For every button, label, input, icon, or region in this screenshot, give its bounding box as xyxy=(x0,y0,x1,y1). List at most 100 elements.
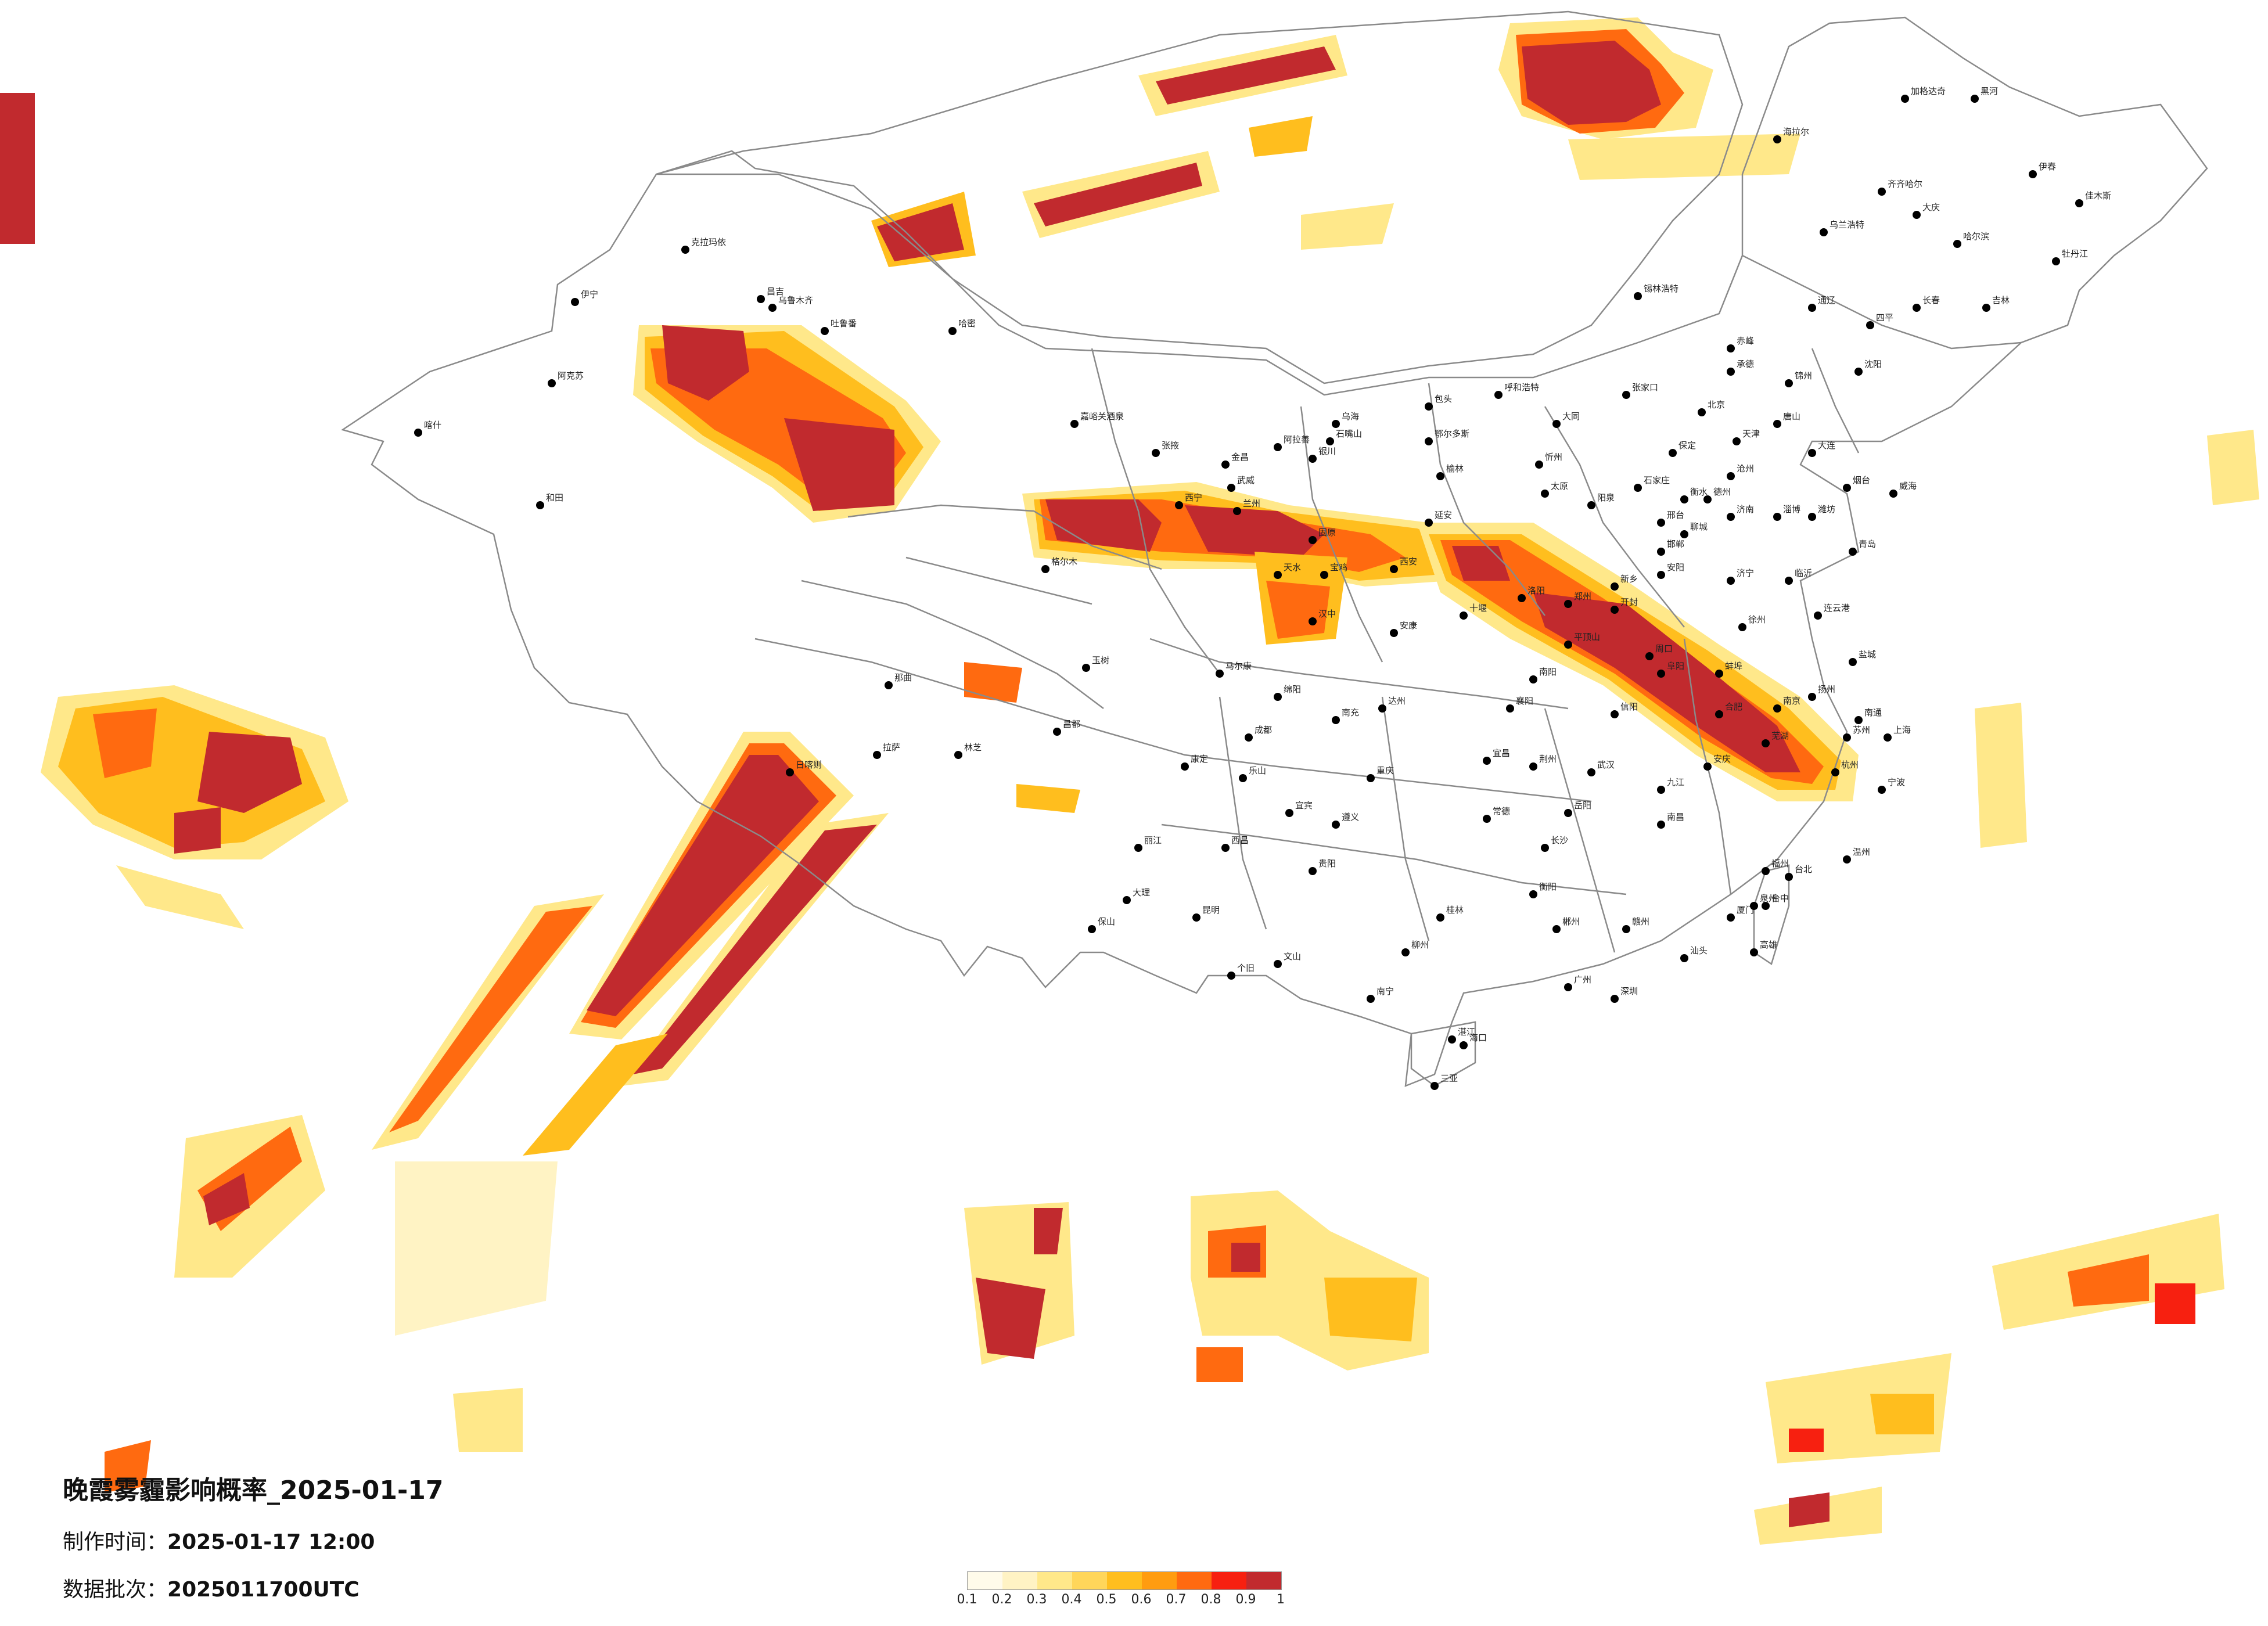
city-label: 嘉峪关酒泉 xyxy=(1080,411,1124,422)
city-label: 西安 xyxy=(1400,556,1417,567)
city-label: 常德 xyxy=(1493,806,1510,816)
city-label: 北京 xyxy=(1708,400,1725,410)
city-label: 绵阳 xyxy=(1284,684,1301,695)
city-label: 泉州 xyxy=(1760,893,1777,904)
city-label: 太原 xyxy=(1551,481,1568,491)
probability-field xyxy=(0,17,2259,1545)
city-dot xyxy=(1785,379,1793,387)
city-label: 西宁 xyxy=(1185,492,1202,503)
city-dot xyxy=(1878,188,1886,196)
city-label: 宜宾 xyxy=(1295,800,1313,811)
production-time: 制作时间：2025-01-17 12:00 xyxy=(63,1525,443,1555)
city-dot xyxy=(1622,925,1630,933)
legend-swatch xyxy=(1246,1572,1281,1589)
city-dot xyxy=(1738,623,1746,631)
city-label: 和田 xyxy=(546,492,563,503)
city-dot xyxy=(1529,890,1537,898)
city-dot xyxy=(1808,513,1816,521)
city-label: 合肥 xyxy=(1725,702,1742,712)
title-block: 晚霞雾霾影响概率_2025-01-17 制作时间：2025-01-17 12:0… xyxy=(63,1469,443,1620)
city-label: 马尔康 xyxy=(1225,661,1252,671)
city-label: 通辽 xyxy=(1818,295,1835,305)
city-dot xyxy=(1808,693,1816,701)
city-dot xyxy=(1913,211,1921,219)
city-label: 承德 xyxy=(1737,359,1754,369)
legend-swatch xyxy=(968,1572,1002,1589)
production-time-value: 2025-01-17 12:00 xyxy=(167,1530,375,1554)
city-label: 上海 xyxy=(1893,725,1911,735)
city-dot xyxy=(1971,95,1979,103)
data-batch: 数据批次：2025011700UTC xyxy=(63,1573,443,1603)
city-label: 洛阳 xyxy=(1527,585,1545,596)
city-dot xyxy=(1192,913,1201,922)
city-dot xyxy=(1814,611,1822,620)
city-label: 大理 xyxy=(1133,887,1150,898)
city-label: 海口 xyxy=(1469,1033,1487,1043)
city-dot xyxy=(1820,228,1828,236)
city-label: 连云港 xyxy=(1824,603,1850,613)
city-label: 南宁 xyxy=(1376,986,1394,997)
city-dot xyxy=(1587,501,1595,509)
city-dot xyxy=(1634,484,1642,492)
city-dot xyxy=(1175,501,1183,509)
city-dot xyxy=(873,751,881,759)
city-dot xyxy=(1680,495,1688,503)
city-dot xyxy=(1843,733,1851,742)
city-label: 乐山 xyxy=(1249,765,1266,776)
city-dot xyxy=(1529,675,1537,684)
city-dot xyxy=(1088,925,1096,933)
city-dot xyxy=(1274,443,1282,451)
city-label: 唐山 xyxy=(1783,411,1800,422)
city-label: 克拉玛依 xyxy=(691,237,726,247)
city-dot xyxy=(1808,449,1816,457)
city-label: 长沙 xyxy=(1551,835,1568,846)
city-dot xyxy=(1634,292,1642,300)
city-dot xyxy=(1715,710,1723,718)
city-label: 乌鲁木齐 xyxy=(778,295,813,305)
city-label: 昌都 xyxy=(1063,719,1080,729)
city-dot xyxy=(1425,437,1433,445)
city-dot xyxy=(1436,913,1444,922)
city-dot xyxy=(1773,513,1781,521)
city-dot xyxy=(1657,670,1665,678)
city-dot xyxy=(1285,809,1293,817)
city-label: 三亚 xyxy=(1440,1073,1458,1084)
city-dot xyxy=(2075,199,2083,207)
city-dot xyxy=(1181,762,1189,771)
city-label: 格尔木 xyxy=(1051,556,1077,567)
city-dot xyxy=(1309,536,1317,544)
city-dot xyxy=(1518,594,1526,602)
city-dot xyxy=(414,429,422,437)
city-dot xyxy=(1309,617,1317,625)
city-dot xyxy=(1134,844,1142,852)
city-dot xyxy=(1123,896,1131,904)
legend-swatch xyxy=(1072,1572,1107,1589)
city-label: 阜阳 xyxy=(1667,661,1684,671)
city-dot xyxy=(1245,733,1253,742)
city-dot xyxy=(1657,821,1665,829)
city-label: 哈尔滨 xyxy=(1963,231,1989,242)
city-label: 苏州 xyxy=(1853,725,1870,735)
legend-tick-label: 0.4 xyxy=(1061,1592,1082,1607)
city-label: 邯郸 xyxy=(1667,539,1684,549)
city-label: 台北 xyxy=(1795,864,1812,875)
city-label: 深圳 xyxy=(1620,986,1638,997)
city-dot xyxy=(1762,902,1770,910)
city-dot xyxy=(1483,757,1491,765)
city-label: 威海 xyxy=(1899,481,1917,491)
city-label: 乌海 xyxy=(1342,411,1359,422)
city-label: 衡阳 xyxy=(1539,882,1557,892)
city-label: 遵义 xyxy=(1342,812,1359,822)
city-dot xyxy=(548,379,556,387)
city-dot xyxy=(1703,495,1712,503)
city-label: 那曲 xyxy=(894,672,912,683)
city-label: 天津 xyxy=(1742,429,1760,439)
city-dot xyxy=(1657,548,1665,556)
city-dot xyxy=(1808,304,1816,312)
city-label: 个旧 xyxy=(1237,963,1255,973)
city-dot xyxy=(1227,972,1235,980)
legend-swatch xyxy=(1002,1572,1037,1589)
city-dot xyxy=(1401,948,1410,956)
